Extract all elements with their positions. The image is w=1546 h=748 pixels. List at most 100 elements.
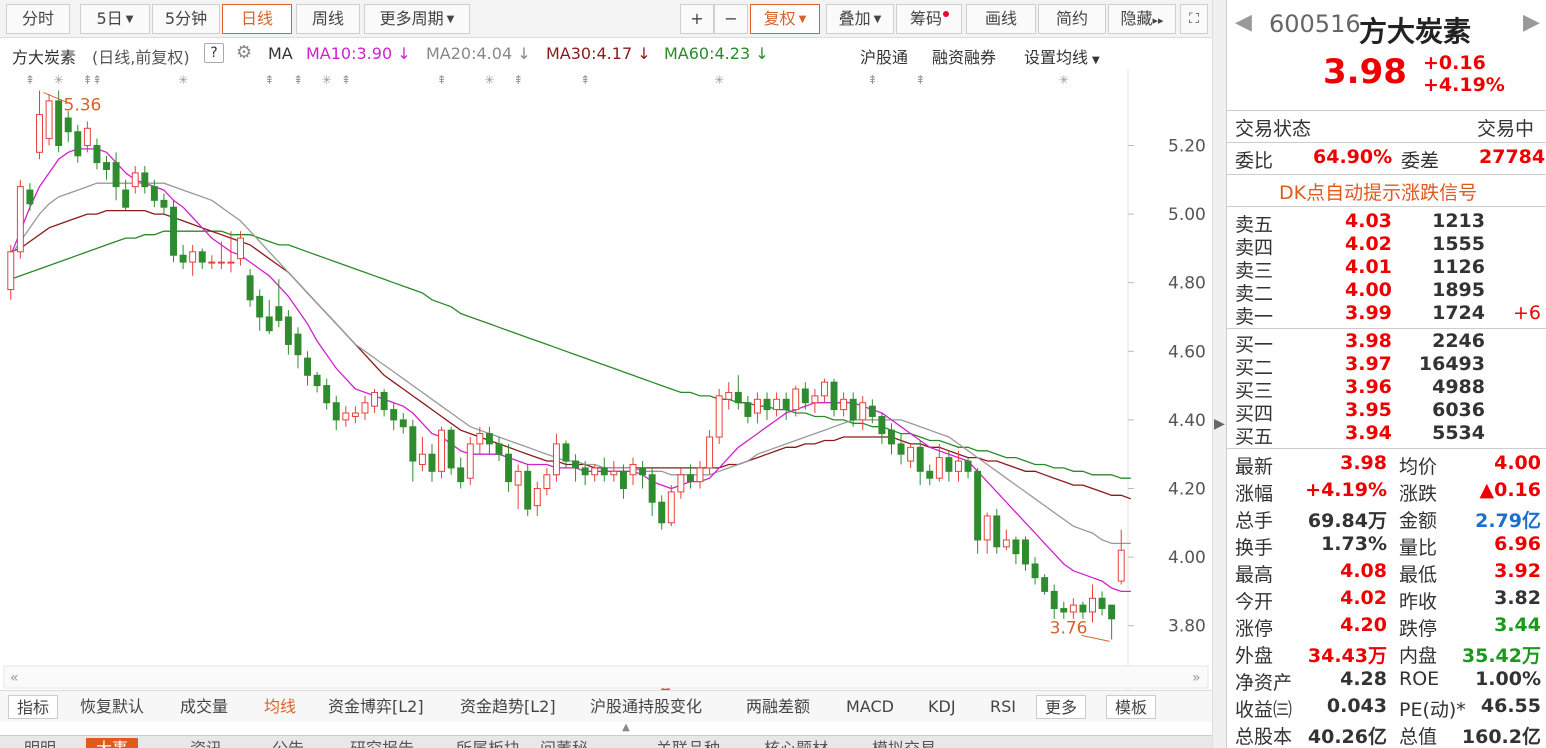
ask-price: 3.99 [1345,302,1392,324]
event-marker-icon: ⇞ [915,73,925,87]
news-tab-sim-trade[interactable]: 模拟交易 [872,738,936,748]
news-tab-themes[interactable]: 核心题材 [764,738,828,748]
bid-row[interactable]: 买五 3.94 5534 [1227,422,1546,448]
kline-chart-section: 方大炭素 (日线,前复权) ? ⚙ MA MA10:3.90 ↓ MA20:4.… [0,38,1212,695]
tab-template[interactable]: 模板 [1106,695,1157,719]
tab-fund-trend[interactable]: 资金趋势[L2] [460,697,556,716]
kline-chart[interactable]: 5.205.004.804.604.404.204.003.80⇞ ✳ ⇞ ⇞ ✳ ⇞ ⇞ ✳… [0,70,1212,700]
tab-margin-diff[interactable]: 两融差额 [746,697,811,716]
dk-signal-link[interactable]: DK点自动提示涨跌信号 [1279,182,1478,204]
simple-button[interactable]: 简约 [1038,4,1106,34]
zoom-out-button[interactable]: − [714,4,748,34]
stat-label: 内盘 [1399,645,1438,667]
chips-button[interactable]: 筹码 [896,4,962,34]
expand-icon[interactable]: ⛶ [1180,4,1208,34]
stat-label: 量比 [1399,537,1438,559]
candle-body [610,470,618,476]
tab-indicator[interactable]: 指标 [8,695,59,719]
stat-value: 160.2亿 [1461,726,1541,748]
tab-kdj[interactable]: KDJ [928,697,956,716]
more-periods-dropdown[interactable]: 更多周期 ▼ [364,4,470,34]
ask-row[interactable]: 卖一 3.99 1724 +6 [1227,302,1546,328]
draw-button[interactable]: 画线 [966,4,1036,34]
stat-value: 3.92 [1494,560,1541,582]
shanghai-connect-link[interactable]: 沪股通 [860,48,909,67]
stat-row: 涨幅 +4.19% 涨跌 ▲0.16 [1227,479,1546,506]
news-tab-announcements[interactable]: 公告 [272,738,304,748]
tab-macd[interactable]: MACD [846,697,894,716]
candle-body [122,189,130,208]
period-tab-weekly[interactable]: 周线 [296,4,360,34]
candle-body [189,251,197,263]
overlay-dropdown[interactable]: 叠加 ▼ [826,4,894,34]
ask-row[interactable]: 卖三 4.01 1126 [1227,256,1546,282]
period-tab-5min[interactable]: 5分钟 [152,4,220,34]
prev-stock-icon[interactable]: ◀ [1235,10,1252,35]
candle-body [93,144,101,164]
candle-body [773,398,781,411]
candle-body [342,412,350,421]
stat-value: 1.00% [1475,668,1541,690]
adjust-dropdown[interactable]: 复权 ▼ [750,4,820,34]
stock-name: 方大炭素 [1359,15,1472,48]
tab-ma[interactable]: 均线 [264,697,297,716]
news-tab-research[interactable]: 研究报告 [350,738,414,748]
help-icon[interactable]: ? [204,43,224,63]
scroll-left-icon[interactable]: « [10,670,19,686]
divider-line [1227,110,1546,111]
period-tab-daily[interactable]: 日线 [222,4,292,34]
price-block: 3.98 +0.16 +4.19% [1227,52,1546,102]
ask-price: 4.03 [1345,210,1392,232]
margin-trading-link[interactable]: 融资融券 [932,48,997,67]
candle-body [170,206,177,256]
ma10-text: MA10:3.90 [306,44,393,63]
news-tab-related[interactable]: 关联品种 [656,738,720,748]
ma-settings-link[interactable]: 设置均线 ▼ [1024,44,1100,68]
news-tab-ask[interactable]: 问董秘 [540,738,588,748]
collapse-handle-icon[interactable]: ▲ [622,722,630,733]
panel-divider[interactable]: ▶ [1212,0,1226,748]
event-marker-icon: ⇞ [25,73,35,87]
news-tab-sectors[interactable]: 所属板块 [456,738,520,748]
collapse-arrow-icon[interactable]: ▶ [1214,416,1225,432]
bid-row[interactable]: 买三 3.96 4988 [1227,376,1546,402]
ask-volume: 1555 [1432,233,1485,255]
bid-row[interactable]: 买二 3.97 16493 [1227,353,1546,379]
stat-label: 涨跌 [1399,483,1438,505]
news-tab-news[interactable]: 资讯 [190,738,222,748]
chart-info-bar: 方大炭素 (日线,前复权) ? ⚙ MA MA10:3.90 ↓ MA20:4.… [0,38,1212,70]
news-tab-0[interactable]: 明明 [24,738,56,748]
stat-label: 最低 [1399,564,1438,586]
tab-volume[interactable]: 成交量 [180,697,229,716]
period-tab-5day[interactable]: 5日 ▼ [80,4,150,34]
ma30-value: MA30:4.17 ↓ [546,44,651,63]
tab-more[interactable]: 更多 [1036,695,1087,719]
stat-label: 净资产 [1235,672,1293,694]
bid-row[interactable]: 买一 3.98 2246 [1227,330,1546,356]
hide-button[interactable]: 隐藏▸▸ [1108,4,1176,34]
ask-label: 卖一 [1235,306,1274,328]
ask-row[interactable]: 卖五 4.03 1213 [1227,210,1546,236]
divider-line [1227,328,1546,329]
bid-row[interactable]: 买四 3.95 6036 [1227,399,1546,425]
notification-dot-icon [943,11,949,17]
gear-icon[interactable]: ⚙ [236,42,253,63]
stat-label: 最新 [1235,456,1274,478]
zoom-in-button[interactable]: + [680,4,714,34]
tab-fund-game[interactable]: 资金博弈[L2] [328,697,424,716]
overlay-label: 叠加 [838,9,871,28]
ask-row[interactable]: 卖四 4.02 1555 [1227,233,1546,259]
ask-row[interactable]: 卖二 4.00 1895 [1227,279,1546,305]
candle-body [485,433,493,445]
candle-body [7,251,15,291]
chart-scrollbar [3,665,1209,689]
stat-label: 总手 [1235,510,1274,532]
tab-hsgt-holding[interactable]: 沪股通持股变化 [590,697,703,716]
next-stock-icon[interactable]: ▶ [1523,10,1540,35]
news-tab-events[interactable]: 大事 [86,738,139,748]
tab-restore-default[interactable]: 恢复默认 [80,697,145,716]
scroll-right-icon[interactable]: » [1192,670,1201,686]
period-tab-intraday[interactable]: 分时 [6,4,70,34]
ma60-value: MA60:4.23 ↓ [664,44,769,63]
tab-rsi[interactable]: RSI [990,697,1016,716]
